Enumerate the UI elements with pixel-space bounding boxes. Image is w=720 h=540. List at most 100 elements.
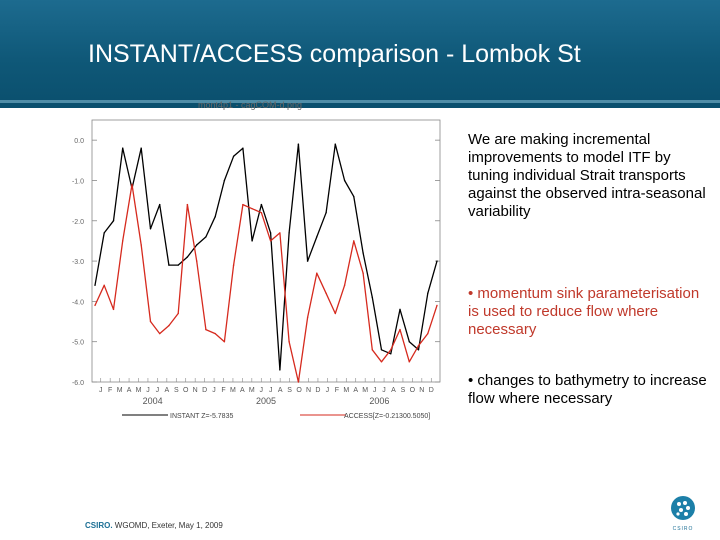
data-point-instant	[353, 195, 355, 198]
paragraph-bathymetry: • changes to bathymetry to increase flow…	[468, 372, 707, 407]
x-month-label: N	[306, 387, 311, 394]
data-point-access	[399, 328, 401, 331]
data-point-instant	[297, 143, 300, 145]
footer: CSIRO. WGOMD, Exeter, May 1, 2009	[85, 521, 223, 530]
data-point-instant	[140, 147, 142, 149]
x-month-label: J	[99, 387, 103, 394]
data-point-access	[94, 304, 96, 307]
data-point-instant	[399, 308, 401, 311]
y-tick-label: -3.0	[72, 259, 84, 266]
csiro-logo-icon: CSIRO	[671, 496, 695, 532]
x-month-label: A	[353, 387, 358, 394]
data-point-access	[177, 312, 179, 315]
data-point-access	[362, 272, 364, 274]
x-month-label: M	[249, 387, 255, 394]
data-point-instant	[436, 260, 438, 262]
x-month-label: M	[136, 387, 142, 394]
data-point-instant	[168, 264, 170, 266]
data-point-instant	[306, 260, 309, 262]
y-tick-label: -2.0	[72, 219, 84, 226]
x-month-label: M	[230, 387, 236, 394]
x-month-label: M	[117, 387, 123, 394]
data-point-access	[269, 240, 272, 242]
y-tick-label: -4.0	[72, 299, 84, 306]
data-point-access	[279, 232, 281, 234]
data-point-instant	[103, 232, 105, 234]
x-month-label: J	[260, 387, 264, 394]
x-month-label: O	[183, 387, 189, 394]
x-month-label: M	[362, 387, 368, 394]
y-tick-label: 0.0	[74, 138, 84, 145]
data-point-instant	[325, 212, 327, 214]
legend-label-instant: INSTANT Z=-5.7835	[170, 413, 233, 420]
series-layer	[94, 143, 438, 383]
y-tick-label: -1.0	[72, 178, 84, 185]
data-point-access	[306, 316, 309, 319]
legend-label-access: ACCESS[Z=-0.21300.5050]	[344, 413, 430, 420]
data-point-access	[149, 320, 152, 323]
y-tick-label: -5.0	[72, 340, 84, 347]
x-month-label: S	[174, 387, 179, 394]
data-point-access	[390, 349, 392, 351]
data-point-access	[325, 292, 327, 294]
data-point-instant	[251, 240, 253, 242]
x-month-label: S	[287, 387, 292, 394]
data-point-access	[214, 332, 216, 335]
x-month-label: A	[164, 387, 169, 394]
x-year-label: 2004	[143, 396, 163, 406]
data-point-instant	[417, 349, 420, 351]
data-point-access	[112, 308, 115, 311]
data-point-access	[353, 240, 355, 242]
data-point-instant	[408, 341, 410, 343]
data-point-instant	[122, 147, 124, 149]
footer-text: WGOMD, Exeter, May 1, 2009	[114, 521, 223, 530]
x-month-label: A	[240, 387, 245, 394]
x-month-label: N	[419, 387, 424, 394]
x-month-label: O	[410, 387, 416, 394]
data-point-instant	[380, 349, 383, 351]
data-point-access	[131, 183, 133, 186]
data-point-access	[242, 203, 244, 206]
data-point-access	[122, 240, 124, 242]
data-point-instant	[279, 369, 281, 371]
data-point-instant	[362, 252, 364, 254]
data-point-access	[223, 341, 226, 343]
x-month-label: S	[401, 387, 406, 394]
x-month-label: J	[269, 387, 273, 394]
data-point-access	[232, 264, 235, 266]
x-month-label: F	[221, 387, 225, 394]
data-point-instant	[94, 284, 96, 286]
data-point-instant	[269, 232, 272, 234]
x-month-label: J	[373, 387, 377, 394]
data-point-instant	[159, 203, 161, 206]
data-point-access	[159, 332, 161, 335]
x-month-label: A	[127, 387, 132, 394]
x-month-label: O	[296, 387, 302, 394]
data-point-instant	[214, 216, 216, 218]
data-point-instant	[149, 228, 152, 230]
data-point-instant	[288, 232, 290, 234]
x-month-label: F	[108, 387, 112, 394]
x-year-label: 2005	[256, 396, 276, 406]
data-point-instant	[316, 236, 318, 238]
paragraph-momentum-sink: • momentum sink parameterisation is used…	[468, 285, 700, 338]
data-point-instant	[186, 256, 189, 258]
x-month-label: F	[335, 387, 339, 394]
logo-text: CSIRO	[673, 526, 694, 532]
data-point-access	[205, 328, 207, 331]
data-point-access	[186, 203, 189, 206]
x-month-label: J	[146, 387, 150, 394]
footer-brand: CSIRO.	[85, 521, 113, 530]
y-axis: 0.0 -1.0 -2.0 -3.0 -4.0 -5.0 -6.0	[72, 138, 440, 387]
data-point-access	[334, 312, 336, 315]
data-point-access	[288, 341, 290, 343]
x-month-label: J	[212, 387, 216, 394]
x-axis: J F M A M J J A S O N D J F M A M J J A S O N D J F M A M J J A S O N D2004…	[99, 378, 434, 406]
x-month-label: D	[429, 387, 434, 394]
data-point-access	[408, 361, 410, 363]
transport-line-chart: mont4p1 - cagCOM-d.png 0.0 -1.0 -2.0 -3.0 -4…	[72, 100, 441, 420]
data-point-access	[380, 361, 383, 363]
data-point-instant	[427, 292, 429, 294]
data-point-instant	[260, 203, 263, 206]
data-point-instant	[112, 220, 115, 222]
